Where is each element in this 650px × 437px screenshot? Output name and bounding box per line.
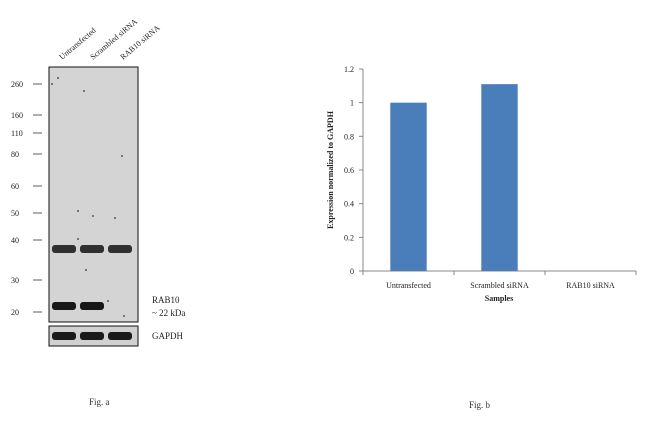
- chart-caption: Fig. b: [469, 400, 491, 410]
- blot-bands: [52, 245, 132, 340]
- bar-1: [390, 102, 427, 272]
- x-tick-label-1: Untransfected: [386, 281, 431, 290]
- marker-label-50: 50: [11, 209, 19, 218]
- blot-speck: [77, 238, 79, 240]
- x-tick-group: [362, 271, 637, 275]
- blot-speck: [83, 90, 85, 92]
- marker-label-60: 60: [11, 182, 19, 191]
- y-axis-title: Expression normalized to GAPDH: [326, 110, 335, 229]
- y-tick-group: 0 0.2 0.4 0.6 0.8 1 1.2: [344, 65, 363, 276]
- x-tick-label-2: Scrambled siRNA: [470, 281, 529, 290]
- blot-speck: [85, 269, 87, 271]
- blot-speck: [77, 210, 79, 212]
- band-gapdh-lane-2: [80, 332, 104, 340]
- y-tick-label-0.4: 0.4: [344, 200, 354, 209]
- band-nonspecific-lane-2: [80, 245, 104, 253]
- blot-speck: [57, 77, 59, 79]
- blot-speck: [114, 217, 116, 219]
- bar-group: [390, 84, 518, 272]
- y-tick-label-0.2: 0.2: [344, 233, 354, 242]
- band-rab10-lane-1: [52, 302, 76, 310]
- x-label-group: Untransfected Scrambled siRNA RAB10 siRNA: [386, 281, 615, 290]
- blot-speck: [123, 315, 125, 317]
- blot-caption: Fig. a: [89, 397, 110, 407]
- x-tick-label-3: RAB10 siRNA: [566, 281, 615, 290]
- y-tick-label-1.2: 1.2: [344, 65, 354, 74]
- band-nonspecific-lane-1: [52, 245, 76, 253]
- marker-label-260: 260: [11, 80, 23, 89]
- bar-chart: 0 0.2 0.4 0.6 0.8 1 1.2 Untransfected Scrambled…: [326, 65, 637, 303]
- blot-speck: [51, 83, 53, 85]
- blot-speck: [107, 300, 109, 302]
- marker-label-40: 40: [11, 236, 19, 245]
- bar-2: [481, 84, 518, 272]
- y-tick-label-1: 1: [350, 99, 354, 108]
- marker-label-160: 160: [11, 111, 23, 120]
- marker-label-80: 80: [11, 150, 19, 159]
- blot-speck: [121, 155, 123, 157]
- target-label: RAB10: [152, 295, 180, 305]
- marker-label-20: 20: [11, 308, 19, 317]
- x-axis-title: Samples: [485, 294, 513, 303]
- band-nonspecific-lane-3: [108, 245, 132, 253]
- band-gapdh-lane-1: [52, 332, 76, 340]
- marker-labels: 260 160 110 80 60 50 40 30 20: [11, 80, 42, 317]
- marker-label-110: 110: [11, 129, 23, 138]
- y-tick-label-0: 0: [350, 267, 354, 276]
- blot-speck: [92, 215, 94, 217]
- marker-label-30: 30: [11, 276, 19, 285]
- y-tick-label-0.8: 0.8: [344, 132, 354, 141]
- blot-membrane: [48, 66, 139, 323]
- blot-specks: [51, 77, 125, 317]
- target-size: ~ 22 kDa: [152, 308, 185, 318]
- band-rab10-lane-2: [80, 302, 104, 310]
- y-tick-label-0.6: 0.6: [344, 166, 354, 175]
- band-gapdh-lane-3: [108, 332, 132, 340]
- gapdh-label: GAPDH: [152, 331, 184, 341]
